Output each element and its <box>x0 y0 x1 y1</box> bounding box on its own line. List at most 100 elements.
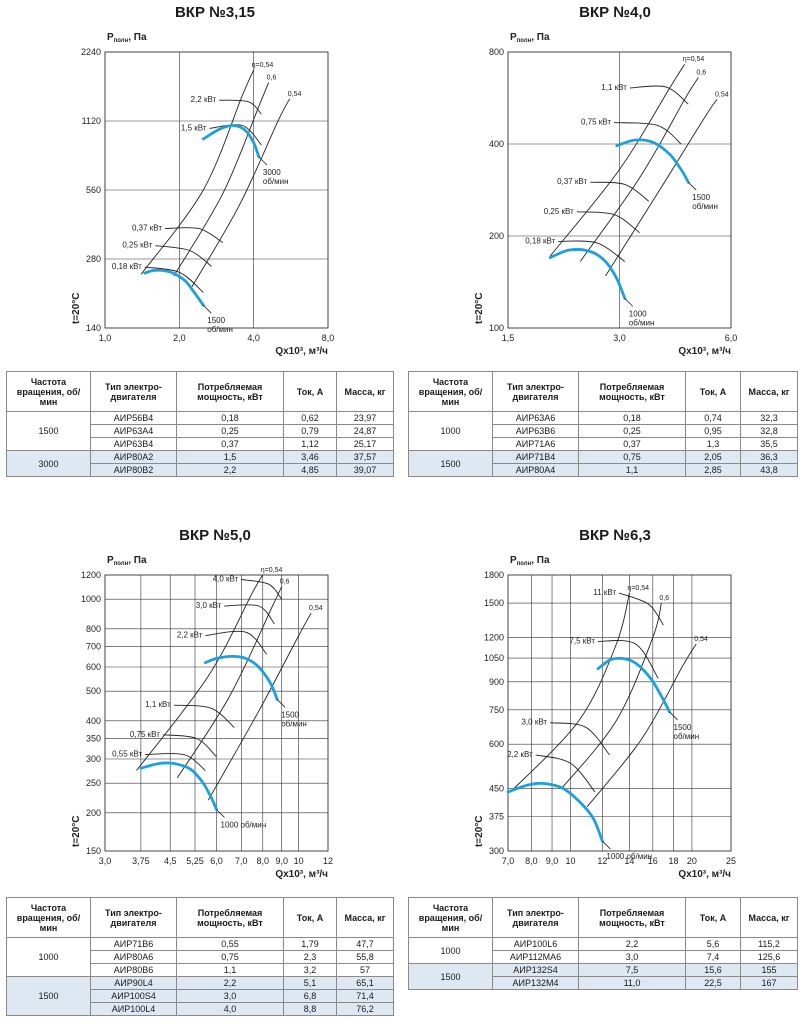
table-header-cell: Потребляемая мощность, кВт <box>176 371 284 412</box>
y-tick-label: 100 <box>489 323 504 333</box>
efficiency-label: η=0,54 <box>261 567 283 574</box>
table-row: АИР100S4 3,0 6,8 71,4 <box>7 989 394 1003</box>
table-cell: 125,6 <box>740 950 798 964</box>
power-line <box>173 704 235 728</box>
series-curve <box>596 656 671 714</box>
table-cell: 0,18 <box>578 411 686 425</box>
table-cell: АИР63А4 <box>90 424 177 438</box>
table-row: АИР112МА6 3,0 7,4 125,6 <box>409 950 798 964</box>
y-tick-label: 800 <box>489 47 504 57</box>
y-tick-label: 150 <box>86 846 101 856</box>
power-label: 0,75 кВт <box>130 730 160 739</box>
table-cell: АИР56В4 <box>90 411 177 425</box>
table-header-cell: Потребляемая мощность, кВт <box>578 371 686 412</box>
table-header-cell: Частота вращения, об/мин <box>408 371 493 412</box>
table-cell: АИР132S4 <box>492 963 579 977</box>
table-cell: 0,79 <box>283 424 337 438</box>
table-cell: 0,95 <box>685 424 741 438</box>
series-curve <box>548 248 627 300</box>
table-header-cell: Частота вращения, об/мин <box>6 371 91 412</box>
power-label: 0,37 кВт <box>132 224 162 233</box>
rpm-cell: 1500 <box>6 411 91 451</box>
rpm-cell: 1500 <box>6 976 91 1016</box>
y-tick-label: 1200 <box>81 570 101 580</box>
table-header-cell: Потребляемая мощность, кВт <box>176 897 284 938</box>
power-label: 7,5 кВт <box>569 636 595 645</box>
series-label: 3000 об/мин <box>263 168 289 186</box>
power-line <box>535 754 596 793</box>
efficiency-line <box>586 643 697 807</box>
table-header-cell: Тип электро-двигателя <box>90 371 177 412</box>
table-cell: 55,8 <box>336 950 394 964</box>
y-axis-label: Pполн, Па <box>107 32 147 44</box>
x-tick-label: 10 <box>565 856 575 866</box>
x-tick-label: 1,5 <box>502 333 515 343</box>
table-cell: АИР100L6 <box>492 937 579 951</box>
table-cell: 11,0 <box>578 976 686 990</box>
rpm-cell: 3000 <box>6 450 91 477</box>
y-tick-label: 1120 <box>82 116 101 126</box>
series-tick <box>202 304 212 314</box>
table-cell: 0,37 <box>176 437 284 451</box>
table-header-cell: Частота вращения, об/мин <box>408 897 493 938</box>
x-tick-label: 20 <box>687 856 697 866</box>
x-axis-label: Qx10³, м³/ч <box>275 346 328 357</box>
table-header-cell: Тип электро-двигателя <box>90 897 177 938</box>
table-cell: АИР80В2 <box>90 463 177 477</box>
table-cell: 39,07 <box>336 463 394 477</box>
table-cell: 0,55 <box>176 937 284 951</box>
table-cell: 24,87 <box>336 424 394 438</box>
efficiency-label: 0,54 <box>288 91 302 98</box>
table-cell: 5,6 <box>685 937 741 951</box>
series-label: 1000 об/мин <box>629 309 655 327</box>
power-line <box>224 604 275 625</box>
x-tick-label: 7,0 <box>502 856 515 866</box>
power-line <box>144 266 204 293</box>
table-cell: 0,62 <box>283 411 337 425</box>
power-label: 0,75 кВт <box>581 118 611 127</box>
y-axis-label: Pполн, Па <box>510 555 550 567</box>
x-axis-label: Qx10³, м³/ч <box>275 869 328 880</box>
x-tick-label: 5,25 <box>186 856 204 866</box>
table-cell: АИР63А6 <box>492 411 579 425</box>
rpm-cell: 1000 <box>408 411 493 451</box>
table-cell: 3,2 <box>283 963 337 977</box>
rpm-cell: 1500 <box>408 963 493 990</box>
plot-frame <box>507 574 732 852</box>
efficiency-line <box>510 592 630 793</box>
x-tick-label: 8,0 <box>525 856 538 866</box>
series-tick <box>216 809 225 818</box>
chart-vkr-4-0: 1,5 3,0 6,0 100 200 400 800 Pполн, Па Qx10³, м³/… <box>474 32 737 357</box>
x-tick-label: 18 <box>668 856 678 866</box>
y-tick-label: 900 <box>489 677 504 687</box>
rpm-cell: 1000 <box>408 937 493 964</box>
series-curve <box>201 124 261 159</box>
table-cell: 155 <box>740 963 798 977</box>
table-header-cell: Масса, кг <box>740 371 798 412</box>
efficiency-label: 0,6 <box>280 579 290 586</box>
table-cell: АИР90L4 <box>90 976 177 990</box>
efficiency-label: 0,54 <box>694 636 708 643</box>
table-header-cell: Тип электро-двигателя <box>492 897 579 938</box>
table-header-cell: Частота вращения, об/мин <box>6 897 91 938</box>
efficiency-line <box>549 63 686 257</box>
power-label: 0,37 кВт <box>557 177 587 186</box>
efficiency-label: 0,6 <box>696 70 706 77</box>
table-cell: 0,18 <box>176 411 284 425</box>
y-tick-label: 200 <box>489 231 504 241</box>
table-cell: АИР112МА6 <box>492 950 579 964</box>
table-cell: АИР71В6 <box>90 937 177 951</box>
table-cell: 115,2 <box>740 937 798 951</box>
table-cell: 43,8 <box>740 463 798 477</box>
table-row: 1500 АИР90L4 2,2 5,1 65,1 <box>6 976 394 1016</box>
x-tick-label: 16 <box>648 856 658 866</box>
table-header-cell: Масса, кг <box>336 897 394 938</box>
power-line <box>241 579 283 600</box>
y-tick-label: 1500 <box>484 598 504 608</box>
y-tick-label: 700 <box>86 642 101 652</box>
series-curve <box>139 761 218 811</box>
x-tick-label: 3,0 <box>99 856 112 866</box>
table-cell: 0,74 <box>685 411 741 425</box>
power-label: 3,0 кВт <box>521 718 547 727</box>
y-tick-label: 1800 <box>484 570 504 580</box>
